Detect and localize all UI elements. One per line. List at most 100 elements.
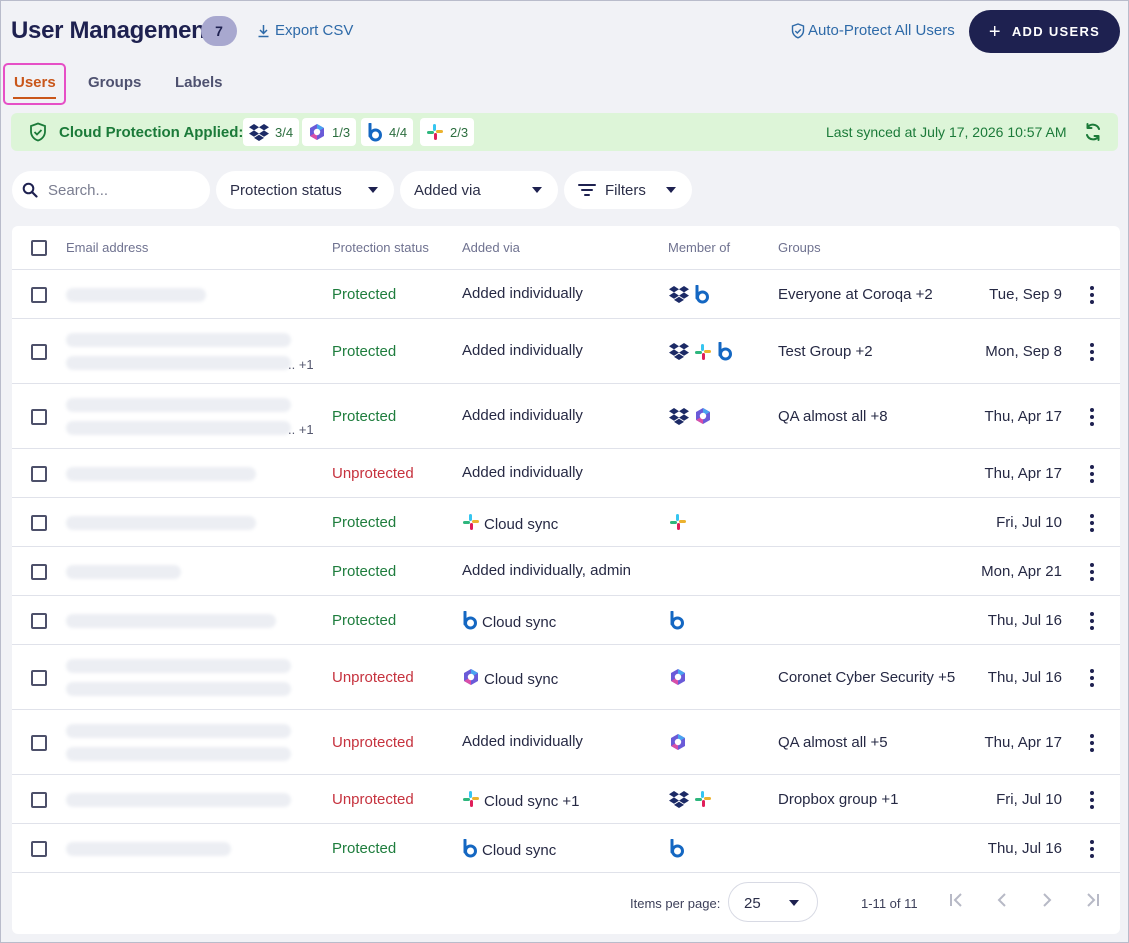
box-icon — [462, 838, 478, 862]
table-row[interactable]: Protected Added individually Everyone at C… — [12, 270, 1120, 319]
protection-status: Protected — [332, 840, 397, 857]
table-row[interactable]: .. +1 Protected Added individually QA almos… — [12, 384, 1120, 449]
next-page-icon[interactable] — [1037, 890, 1057, 910]
column-header-groups[interactable]: Groups — [778, 240, 821, 255]
email-more-count[interactable]: .. +1 — [288, 357, 314, 372]
first-page-icon[interactable] — [946, 890, 966, 910]
row-checkbox[interactable] — [31, 466, 47, 482]
added-via-text: Cloud sync +1 — [484, 792, 580, 810]
table-row[interactable]: Protected Cloud sync Thu, Jul 16 — [12, 824, 1120, 873]
column-header-added-via[interactable]: Added via — [462, 240, 520, 255]
date-cell: Thu, Jul 16 — [987, 840, 1062, 857]
tab-groups[interactable]: Groups — [88, 74, 142, 91]
groups-cell[interactable]: QA almost all +5 — [778, 734, 888, 751]
groups-cell[interactable]: QA almost all +8 — [778, 408, 888, 425]
row-menu-icon[interactable] — [1088, 286, 1096, 304]
table-row[interactable]: Unprotected Added individually Thu, Apr 17 — [12, 449, 1120, 498]
row-checkbox[interactable] — [31, 344, 47, 360]
previous-page-icon[interactable] — [992, 890, 1012, 910]
auto-protect-all-link[interactable]: Auto-Protect All Users — [791, 22, 955, 39]
row-menu-icon[interactable] — [1088, 465, 1096, 483]
groups-cell[interactable]: Coronet Cyber Security +5 — [778, 669, 956, 686]
select-all-checkbox[interactable] — [31, 240, 47, 256]
redacted-email-secondary — [66, 356, 291, 370]
protection-status: Protected — [332, 343, 397, 360]
redacted-email — [66, 516, 256, 530]
box-icon — [669, 838, 685, 862]
protection-status-dropdown-label: Protection status — [230, 181, 342, 199]
row-menu-icon[interactable] — [1088, 343, 1096, 361]
column-header-member-of[interactable]: Member of — [668, 240, 731, 255]
table-row[interactable]: Unprotected Cloud sync Coronet Cyber Secur… — [12, 645, 1120, 710]
row-checkbox[interactable] — [31, 792, 47, 808]
tab-bar: Users Groups Labels — [1, 63, 401, 107]
search-icon — [22, 182, 38, 198]
row-checkbox[interactable] — [31, 564, 47, 580]
added-via-dropdown-label: Added via — [414, 181, 481, 199]
added-via-cell: Cloud sync — [462, 668, 558, 690]
table-row[interactable]: .. +1 Protected Added individually Test Gro… — [12, 319, 1120, 384]
table-row[interactable]: Unprotected Added individually QA almost a… — [12, 710, 1120, 775]
table-row[interactable]: Protected Cloud sync Fri, Jul 10 — [12, 498, 1120, 547]
column-header-protection-status[interactable]: Protection status — [332, 240, 429, 255]
microsoft365-icon — [669, 733, 687, 755]
row-menu-icon[interactable] — [1088, 612, 1096, 630]
row-checkbox[interactable] — [31, 841, 47, 857]
row-menu-icon[interactable] — [1088, 514, 1096, 532]
box-icon — [368, 122, 382, 141]
row-checkbox[interactable] — [31, 735, 47, 751]
items-per-page-label: Items per page: — [630, 896, 721, 911]
active-tab-indicator — [13, 97, 56, 99]
protection-status: Protected — [332, 563, 397, 580]
protection-status-dropdown[interactable]: Protection status — [216, 171, 394, 209]
filters-dropdown[interactable]: Filters — [564, 171, 692, 209]
row-menu-icon[interactable] — [1088, 563, 1096, 581]
export-csv-link[interactable]: Export CSV — [257, 22, 353, 39]
row-menu-icon[interactable] — [1088, 408, 1096, 426]
redacted-email — [66, 467, 256, 481]
page-title: User Management — [11, 17, 214, 44]
tab-users[interactable]: Users — [3, 63, 66, 105]
member-of-icons — [669, 838, 685, 862]
slack-icon — [462, 790, 480, 812]
redacted-email — [66, 659, 291, 673]
added-via-text: Cloud sync — [484, 670, 559, 688]
protection-status: Unprotected — [332, 734, 414, 751]
last-page-icon[interactable] — [1083, 890, 1103, 910]
row-checkbox[interactable] — [31, 670, 47, 686]
added-via-dropdown[interactable]: Added via — [400, 171, 558, 209]
groups-cell[interactable]: Everyone at Coroqa +2 — [778, 286, 933, 303]
pagination-range: 1-11 of 11 — [861, 896, 918, 911]
table-row[interactable]: Protected Added individually, admin Mon, A… — [12, 547, 1120, 596]
row-checkbox[interactable] — [31, 287, 47, 303]
groups-cell[interactable]: Test Group +2 — [778, 343, 873, 360]
tab-labels[interactable]: Labels — [175, 74, 223, 91]
row-menu-icon[interactable] — [1088, 734, 1096, 752]
row-checkbox[interactable] — [31, 613, 47, 629]
date-cell: Thu, Apr 17 — [984, 465, 1062, 482]
items-per-page-select[interactable]: 25 — [728, 882, 818, 922]
table-row[interactable]: Protected Cloud sync Thu, Jul 16 — [12, 596, 1120, 645]
chevron-down-icon — [368, 187, 378, 193]
search-input[interactable] — [48, 181, 198, 199]
cloud-protection-bar: Cloud Protection Applied: 3/4 1/3 4/4 2/… — [11, 113, 1118, 151]
last-synced-text: Last synced at July 17, 2026 10:57 AM — [826, 124, 1067, 140]
chevron-down-icon — [532, 187, 542, 193]
row-checkbox[interactable] — [31, 409, 47, 425]
email-more-count[interactable]: .. +1 — [288, 422, 314, 437]
refresh-sync-icon[interactable] — [1083, 122, 1103, 142]
row-menu-icon[interactable] — [1088, 791, 1096, 809]
column-header-email[interactable]: Email address — [66, 240, 149, 255]
member-of-icons — [669, 668, 687, 690]
row-menu-icon[interactable] — [1088, 669, 1096, 687]
groups-cell[interactable]: Dropbox group +1 — [778, 791, 899, 808]
redacted-email — [66, 614, 276, 628]
row-checkbox[interactable] — [31, 515, 47, 531]
slack-icon — [427, 124, 443, 140]
add-users-button[interactable]: + ADD USERS — [969, 10, 1120, 53]
member-of-icons — [669, 513, 687, 535]
search-field[interactable] — [12, 171, 210, 209]
row-menu-icon[interactable] — [1088, 840, 1096, 858]
table-row[interactable]: Unprotected Cloud sync +1 Dropbox group +1… — [12, 775, 1120, 824]
page-header: User Management 7 Export CSV Auto-Protec… — [1, 1, 1128, 63]
